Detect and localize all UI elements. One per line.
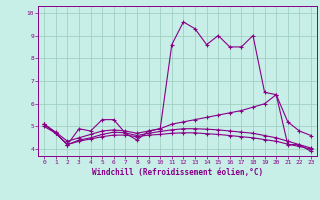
X-axis label: Windchill (Refroidissement éolien,°C): Windchill (Refroidissement éolien,°C): [92, 168, 263, 177]
